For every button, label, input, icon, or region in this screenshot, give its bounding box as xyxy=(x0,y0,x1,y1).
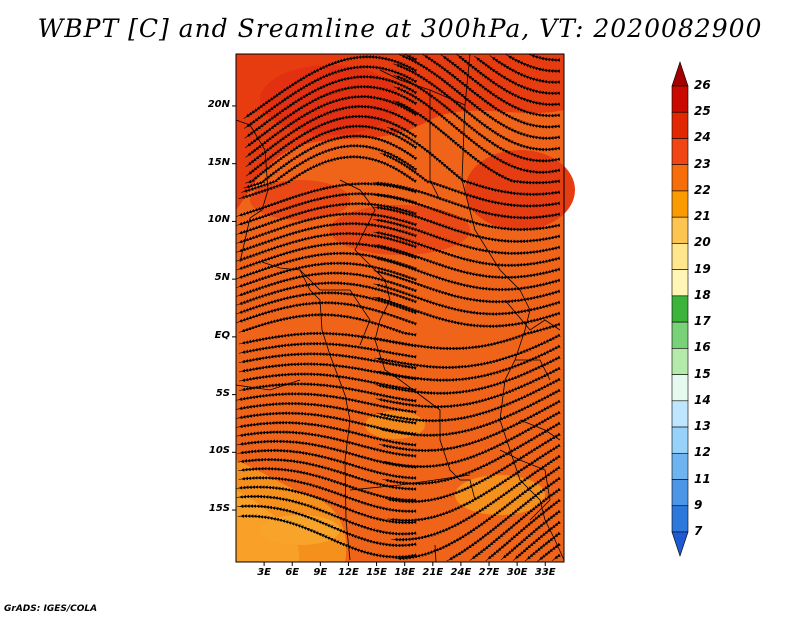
colorbar-swatch xyxy=(671,243,689,270)
colorbar-label: 7 xyxy=(694,524,703,538)
streamlines xyxy=(235,53,561,562)
streamline xyxy=(552,553,561,561)
colorbar-label: 20 xyxy=(694,235,711,250)
streamline xyxy=(238,341,417,359)
lat-tick-label: 15N xyxy=(207,156,230,168)
lat-tick-label: 5N xyxy=(214,272,230,284)
colorbar-label: 13 xyxy=(694,419,711,434)
colorbar-label: 15 xyxy=(694,366,711,381)
lat-tick-label: 20N xyxy=(207,98,230,110)
lat-tick-label: EQ xyxy=(214,329,230,341)
colorbar-label: 26 xyxy=(694,78,711,92)
streamline xyxy=(238,312,417,337)
colorbar-swatch xyxy=(671,426,689,454)
colorbar-swatch xyxy=(671,164,689,192)
lon-tick-label: 15E xyxy=(366,567,387,578)
colorbar-swatch xyxy=(671,374,689,402)
streamline xyxy=(238,331,417,348)
colorbar-label: 19 xyxy=(694,261,711,276)
colorbar-swatch xyxy=(671,348,689,375)
colorbar-label: 22 xyxy=(694,182,711,197)
lat-tick-label: 15S xyxy=(208,503,230,515)
colorbar-swatch xyxy=(671,479,689,507)
lon-tick-label: 33E xyxy=(534,567,556,578)
colorbar-swatch xyxy=(671,400,689,428)
lon-tick-label: 3E xyxy=(257,567,271,578)
colorbar-label: 21 xyxy=(694,209,711,224)
lon-tick-label: 18E xyxy=(394,567,416,578)
colorbar-label: 16 xyxy=(694,340,711,355)
axis-ticks xyxy=(232,105,546,566)
colorbar-label: 17 xyxy=(694,314,711,329)
colorbar-swatch xyxy=(671,295,689,323)
map-title: WBPT [C] and Sreamline at 300hPa, VT: 20… xyxy=(37,14,763,43)
lat-tick-label: 10S xyxy=(208,445,230,457)
colorbar-label: 24 xyxy=(694,130,711,145)
colorbar-swatch xyxy=(671,269,689,297)
colorbar-swatch xyxy=(671,111,689,139)
colorbar-swatch xyxy=(671,85,689,113)
lat-tick-label: 5S xyxy=(215,387,230,399)
colorbar xyxy=(671,61,689,557)
lon-tick-label: 12E xyxy=(338,567,359,578)
lon-tick-label: 9E xyxy=(313,567,328,578)
lon-tick-label: 21E xyxy=(422,567,444,578)
map-frame xyxy=(235,53,565,563)
lon-tick-label: 30E xyxy=(506,567,528,578)
colorbar-label: 14 xyxy=(694,392,711,407)
colorbar-label: 11 xyxy=(694,471,711,486)
colorbar-swatch xyxy=(671,138,689,166)
colorbar-swatch xyxy=(671,505,689,533)
colorbar-label: 9 xyxy=(694,497,703,512)
colorbar-swatch xyxy=(671,321,689,349)
colorbar-label: 25 xyxy=(694,104,711,119)
lon-tick-label: 6E xyxy=(285,567,300,578)
lon-tick-label: 24E xyxy=(450,567,472,578)
lat-tick-label: 10N xyxy=(207,214,230,226)
colorbar-swatch xyxy=(671,531,689,557)
colorbar-label: 18 xyxy=(694,287,711,302)
credit-text: GrADS: IGES/COLA xyxy=(4,604,98,614)
streamline xyxy=(237,514,417,559)
streamline xyxy=(537,542,561,562)
colorbar-label: 12 xyxy=(694,445,711,460)
colorbar-swatch xyxy=(671,452,689,480)
colorbar-label: 23 xyxy=(694,156,711,171)
colorbar-swatch xyxy=(671,61,689,87)
lon-tick-label: 27E xyxy=(478,567,500,578)
colorbar-swatch xyxy=(671,216,689,244)
colorbar-swatch xyxy=(671,190,689,218)
